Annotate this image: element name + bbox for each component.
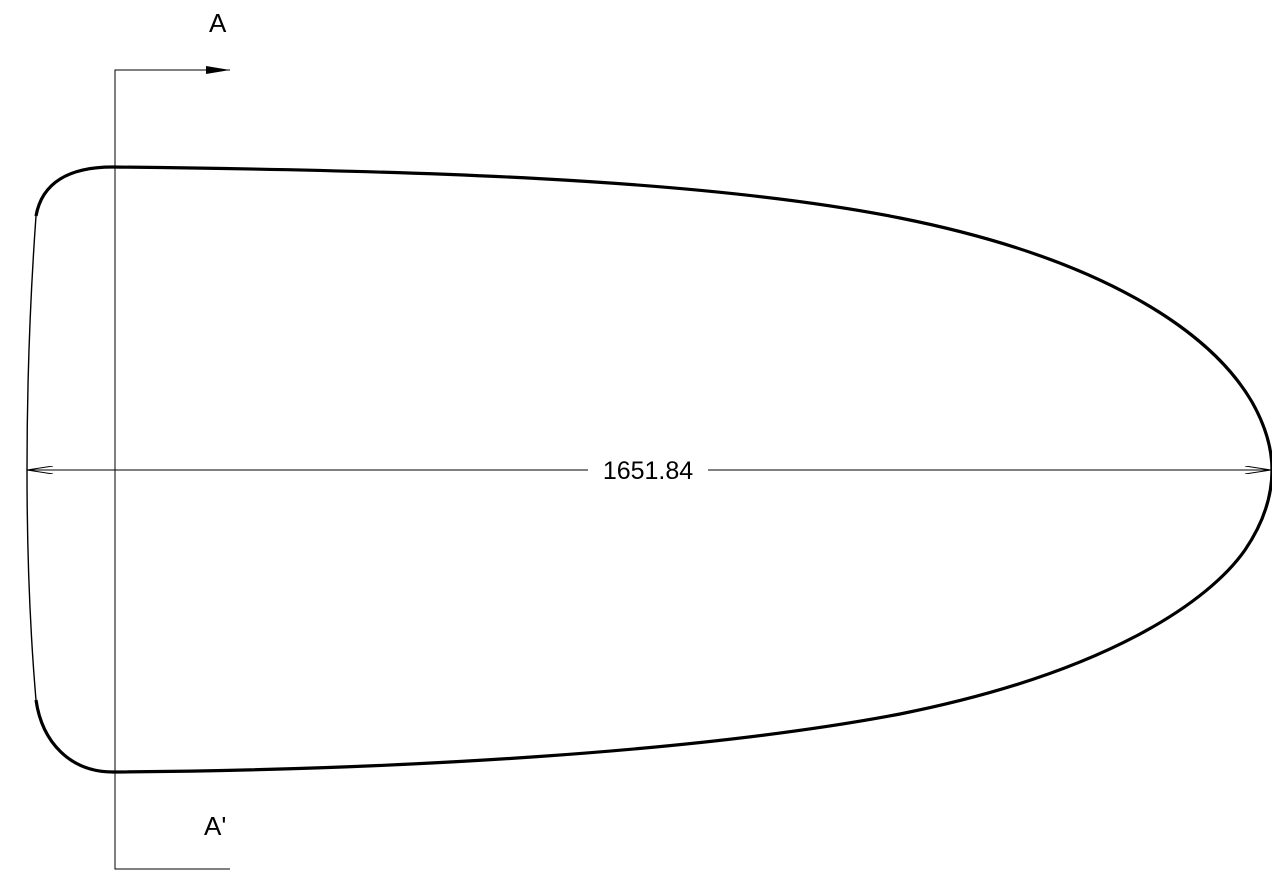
outline-top-curve	[34, 165, 1272, 471]
outline-bottom-curve	[34, 469, 1272, 774]
section-label-a-prime: A'	[204, 811, 226, 841]
dimension-length-label: 1651.84	[603, 457, 693, 485]
section-label-a: A	[209, 8, 227, 38]
outline-left-edge	[26, 215, 37, 701]
